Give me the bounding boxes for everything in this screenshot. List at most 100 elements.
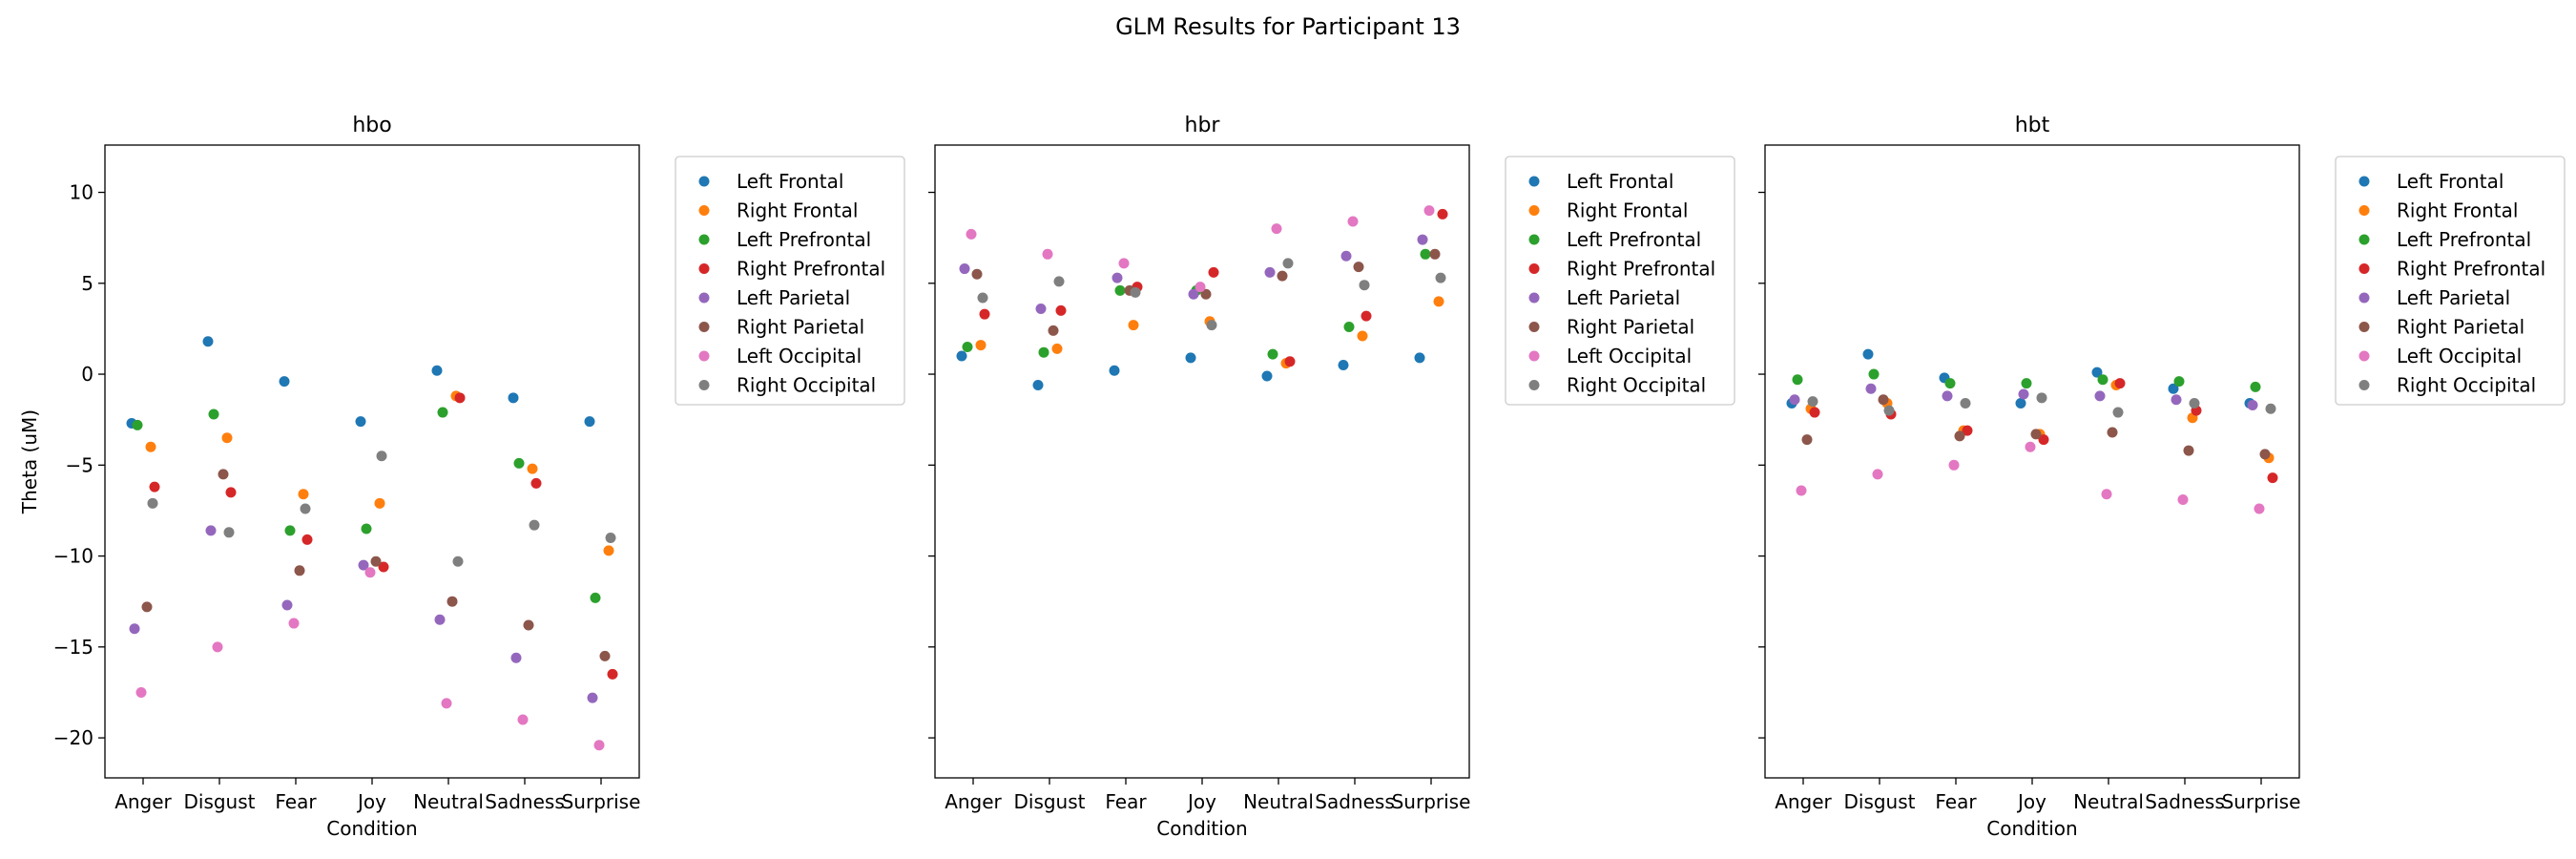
data-point [593,740,605,751]
x-tick-label: Surprise [2222,790,2301,813]
x-tick-label: Anger [1775,790,1832,813]
data-point [2265,403,2276,414]
data-point [147,497,158,509]
x-tick-label: Disgust [183,790,255,813]
data-point [1206,320,1217,331]
data-point [1420,248,1431,260]
legend-marker [1528,263,1540,274]
data-point [956,350,967,362]
data-point [431,365,443,376]
x-tick-label: Fear [275,790,317,813]
data-point [2021,378,2032,389]
data-point [1357,330,1368,342]
data-point [376,450,387,462]
x-tick-label: Surprise [562,790,641,813]
data-point [1801,434,1813,446]
data-point [437,407,448,418]
data-point [358,559,369,571]
data-point [2189,398,2200,409]
data-point [2267,472,2278,484]
data-point [298,489,309,500]
legend-marker [2358,380,2370,390]
data-point [370,555,382,567]
data-point [1338,360,1349,371]
data-point [454,392,466,404]
data-point [599,650,611,661]
legend-label: Right Prefrontal [737,258,885,281]
data-point [1807,396,1818,408]
data-point [971,268,983,280]
data-point [513,457,525,469]
legend-label: Left Prefrontal [1567,228,1701,251]
data-point [1261,370,1273,382]
data-point [2097,374,2109,386]
panel-hbr: hbr Anger Disgust Fear Joy Neutral SadnessSurp… [928,114,1735,840]
data-point [977,292,988,304]
data-point [1878,394,1889,406]
legend-marker [2358,292,2370,304]
legend-label: Right Parietal [737,316,864,339]
legend-label: Left Parietal [1567,286,1680,309]
y-tick-label: 10 [70,181,93,204]
data-point [2168,383,2179,394]
data-point [1437,208,1448,220]
legend-box [1505,156,1735,406]
panels: hbo 10 5 0 −5 −10 −15 −20 Anger Disgust Fear Joy Neu… [18,114,2566,840]
data-point [452,555,464,567]
y-tick-label: −10 [53,545,93,568]
data-point [1862,348,1874,360]
x-tick-label: Anger [945,790,1002,813]
data-point [1267,348,1278,360]
data-point [2038,434,2049,446]
data-point [1282,258,1294,269]
data-point [284,525,296,536]
data-point [1944,378,1956,389]
data-point [1414,352,1425,364]
legend-marker [698,380,710,390]
data-point [218,469,229,480]
data-point [517,714,529,725]
data-point [1185,352,1196,364]
data-point [2094,390,2106,402]
data-point [1188,288,1199,300]
data-point [1195,282,1206,293]
data-point [1111,272,1123,283]
data-point [1948,459,1960,471]
legend-marker [1528,205,1540,216]
panel-title: hbt [2015,114,2050,137]
axes-frame [934,144,1470,779]
data-point [2101,489,2112,500]
data-point [1128,320,1139,331]
data-point [1423,205,1435,217]
legend-marker [1528,234,1540,245]
legend-marker [698,234,710,245]
data-point [205,525,217,536]
data-point [223,527,235,538]
data-point [2036,392,2047,404]
y-tick-label: −20 [53,726,93,749]
data-point [1361,310,1372,322]
legend-marker [698,263,710,274]
axes-frame [1764,144,2300,779]
legend-label: Right Frontal [2397,199,2518,222]
legend-label: Left Frontal [737,170,843,193]
legend-box [675,156,905,406]
data-point [1109,365,1120,376]
data-point [1883,405,1895,416]
legend-label: Left Prefrontal [737,228,871,251]
data-point [2114,378,2126,389]
data-point [1792,374,1803,386]
data-point [1359,280,1370,291]
data-point [523,619,534,631]
data-point [441,698,452,709]
panel-title: hbr [1185,114,1221,137]
legend-label: Right Occipital [1567,374,1706,397]
data-point [1865,383,1877,394]
legend-marker [2358,205,2370,216]
data-point [1433,296,1444,307]
legend-label: Left Prefrontal [2397,228,2531,251]
legend-label: Right Prefrontal [2397,258,2545,281]
data-point [1942,390,1953,402]
data-point [1038,346,1049,358]
legend-label: Right Occipital [737,374,876,397]
